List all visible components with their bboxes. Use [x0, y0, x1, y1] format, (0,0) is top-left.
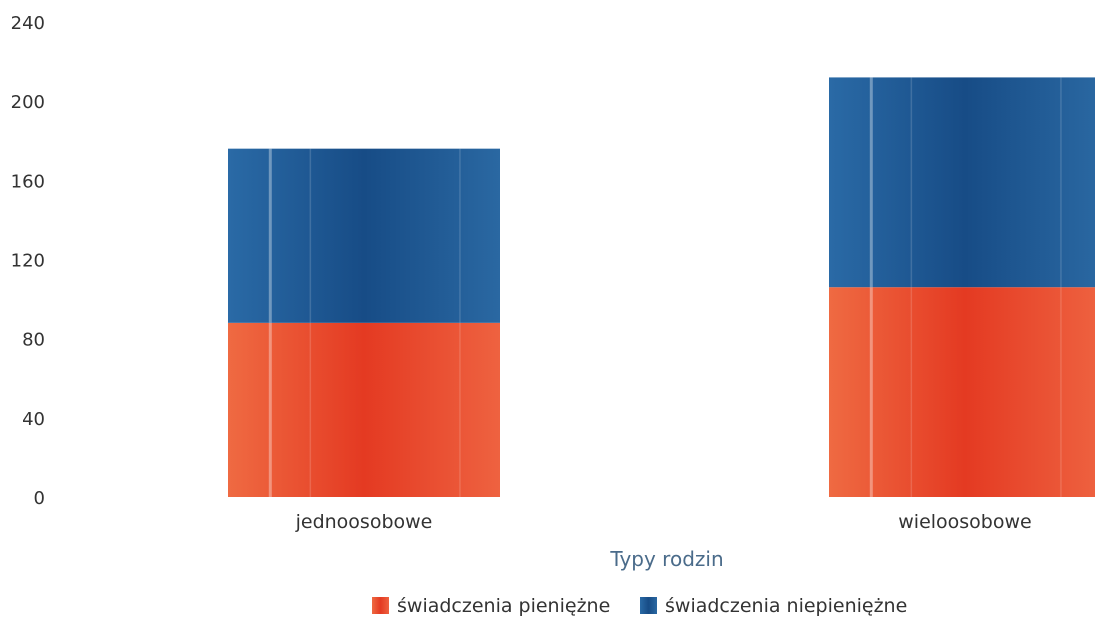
y-tick-label: 0 — [34, 488, 45, 509]
bar-niepieniezne-wieloosobowe — [829, 77, 1095, 288]
bar-sheen — [910, 77, 913, 288]
bar-sheen — [268, 148, 272, 323]
legend-swatch-niepieniezne — [640, 597, 657, 614]
bar-sheen — [268, 322, 272, 497]
y-axis: 0 40 80 120 160 200 240 — [11, 13, 45, 509]
bar-niepieniezne-jednoosobowe — [228, 148, 500, 323]
bar-pieniezne-jednoosobowe — [228, 322, 500, 497]
y-tick-label: 160 — [11, 171, 45, 192]
y-tick-label: 240 — [11, 13, 45, 34]
bar-sheen — [869, 287, 873, 497]
bar-sheen — [1060, 287, 1062, 497]
bar-sheen — [869, 77, 873, 288]
x-axis: jednoosobowe wieloosobowe — [295, 511, 1032, 533]
legend: świadczenia pieniężne świadczenia niepien… — [372, 595, 907, 617]
bar-sheen — [309, 322, 312, 497]
legend-swatch-pieniezne — [372, 597, 389, 614]
x-tick-label-jednoosobowe: jednoosobowe — [295, 511, 433, 533]
bar-sheen — [309, 148, 312, 323]
bar-sheen — [910, 287, 913, 497]
y-tick-label: 120 — [11, 251, 45, 272]
y-tick-label: 40 — [22, 409, 45, 430]
bar-sheen — [1060, 77, 1062, 288]
legend-label-niepieniezne: świadczenia niepieniężne — [665, 595, 907, 617]
bar-sheen — [459, 148, 461, 323]
bar-sheen — [459, 322, 461, 497]
bar-pieniezne-wieloosobowe — [829, 287, 1095, 497]
legend-label-pieniezne: świadczenia pieniężne — [397, 595, 610, 617]
x-axis-title: Typy rodzin — [609, 547, 723, 571]
bars — [228, 77, 1095, 497]
x-tick-label-wieloosobowe: wieloosobowe — [898, 511, 1031, 533]
y-tick-label: 80 — [22, 330, 45, 351]
y-tick-label: 200 — [11, 92, 45, 113]
